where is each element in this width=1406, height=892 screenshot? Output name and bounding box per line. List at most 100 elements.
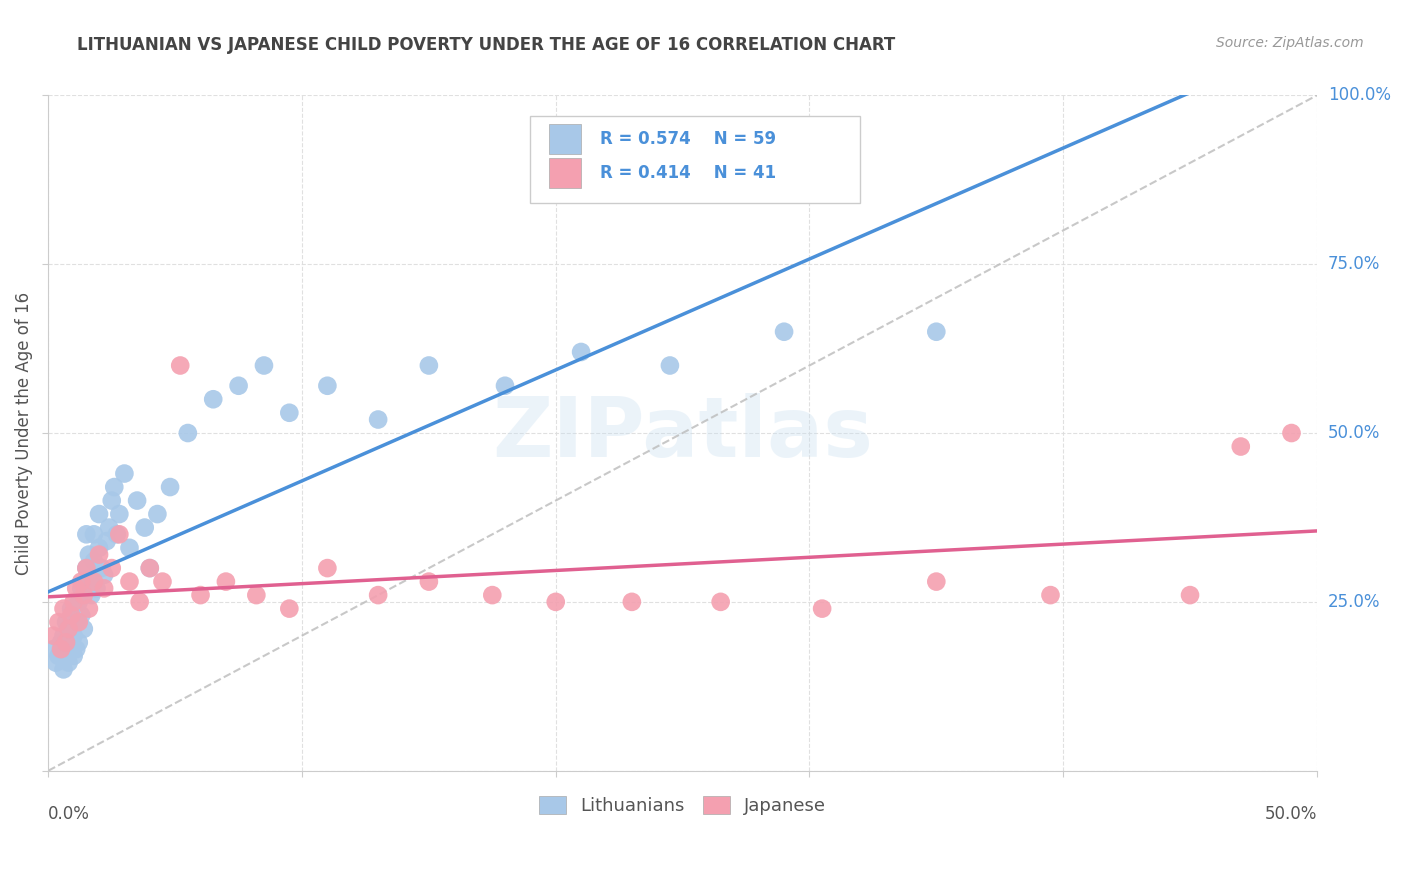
Point [58,656,80,670]
Point [67,615,90,629]
Point [80,588,103,602]
Point [127,493,149,508]
Point [118,574,141,589]
Point [177,425,200,440]
Point [118,541,141,555]
Point [367,412,389,426]
Text: 100.0%: 100.0% [1329,87,1391,104]
Point [278,406,301,420]
Point [70,582,93,596]
Point [481,588,503,602]
Point [100,493,122,508]
Point [67,635,90,649]
Point [75,561,97,575]
Point [159,480,181,494]
Point [105,527,128,541]
Text: Source: ZipAtlas.com: Source: ZipAtlas.com [1216,36,1364,50]
Y-axis label: Child Poverty Under the Age of 16: Child Poverty Under the Age of 16 [15,292,32,574]
Point [658,359,681,373]
Point [55,615,77,629]
Point [75,561,97,575]
Point [83,527,105,541]
Point [67,595,90,609]
Point [52,629,75,643]
Point [55,642,77,657]
Point [90,561,112,575]
Point [77,548,100,562]
Point [202,392,225,407]
Point [87,548,110,562]
Point [70,574,93,589]
Point [139,561,162,575]
Point [367,588,389,602]
Text: R = 0.414    N = 41: R = 0.414 N = 41 [600,164,776,182]
Point [1229,440,1251,454]
Point [83,574,105,589]
Point [215,574,238,589]
Point [86,582,108,596]
Point [710,595,733,609]
Point [93,567,115,582]
Text: 50.0%: 50.0% [1329,424,1381,442]
Point [418,574,440,589]
Point [45,656,67,670]
Point [65,615,87,629]
Point [58,622,80,636]
Point [773,325,796,339]
Point [1281,425,1303,440]
Point [811,601,834,615]
Point [98,520,121,534]
Point [228,378,250,392]
Point [152,574,174,589]
Point [418,359,440,373]
Point [93,582,115,596]
Point [55,635,77,649]
Point [87,541,110,555]
Legend: Lithuanians, Japanese: Lithuanians, Japanese [531,789,834,822]
Point [108,527,131,541]
Point [65,642,87,657]
Point [62,595,84,609]
Point [139,561,162,575]
Point [146,507,169,521]
Text: R = 0.574    N = 59: R = 0.574 N = 59 [600,130,776,148]
Text: 75.0%: 75.0% [1329,255,1381,273]
Point [52,601,75,615]
Text: LITHUANIAN VS JAPANESE CHILD POVERTY UNDER THE AGE OF 16 CORRELATION CHART: LITHUANIAN VS JAPANESE CHILD POVERTY UND… [77,36,896,54]
Point [62,629,84,643]
Point [48,615,70,629]
Point [569,345,592,359]
Point [925,325,948,339]
Point [77,601,100,615]
Point [1039,588,1062,602]
Point [316,378,339,392]
Point [42,642,65,657]
Point [494,378,516,392]
Point [1178,588,1201,602]
Point [134,520,156,534]
Bar [550,158,581,188]
Point [190,588,212,602]
Point [60,601,83,615]
Point [65,582,87,596]
Point [42,629,65,643]
Point [60,608,83,623]
Point [245,588,267,602]
Point [253,359,276,373]
Point [49,642,72,657]
Point [58,622,80,636]
Text: 25.0%: 25.0% [1329,593,1381,611]
Point [316,561,339,575]
Point [52,662,75,676]
Point [48,648,70,663]
Text: ZIPatlas: ZIPatlas [492,392,873,474]
Point [70,608,93,623]
Point [60,635,83,649]
Point [75,527,97,541]
Point [112,467,135,481]
Point [544,595,567,609]
Point [87,507,110,521]
Point [73,588,96,602]
Point [73,622,96,636]
Point [96,534,118,549]
